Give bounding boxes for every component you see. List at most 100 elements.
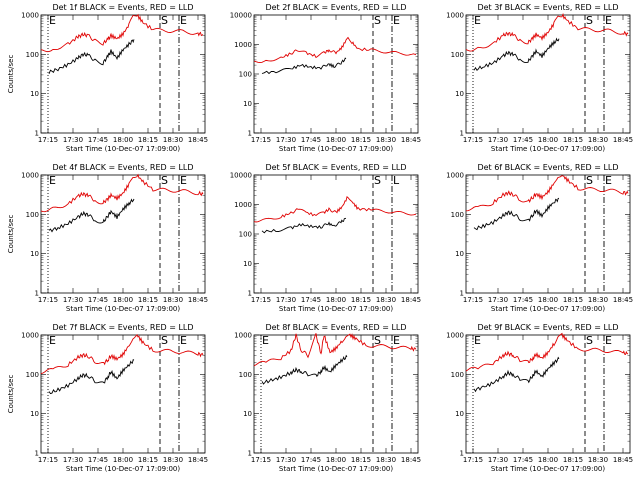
x-tick-label: 18:45 [401,296,421,304]
event-marker-label: E [180,174,187,187]
x-tick-label: 18:15 [351,296,371,304]
lld-series-line [465,332,629,372]
x-tick-label: 17:30 [276,296,296,304]
chart-panel-8: Det 8f BLACK = Events, RED = LLD 1 10 100 10… [234,323,421,473]
events-series-line [48,359,135,395]
event-marker-label: S [161,334,168,347]
event-marker-label: E [180,14,187,27]
x-tick-label: 17:45 [513,456,533,464]
x-tick-label: 18:30 [163,136,183,144]
chart-panel-7: Det 7f BLACK = Events, RED = LLD 1 10 100 10… [7,323,208,473]
x-tick-label: 17:30 [488,456,508,464]
y-tick-label: 1000 [446,12,464,20]
lld-series-line [253,196,417,223]
event-marker-label: S [161,14,168,27]
y-tick-label: 1000 [21,12,39,20]
event-marker-label: E [49,14,56,27]
x-tick-label: 17:15 [251,136,271,144]
y-tick-label: 100 [451,51,464,59]
x-tick-label: 18:15 [351,456,371,464]
y-tick-label: 1000 [234,201,252,209]
lld-series-line [40,13,204,53]
x-tick-label: 17:30 [488,136,508,144]
event-marker-label: S [374,334,381,347]
x-tick-label: 17:15 [463,456,483,464]
y-tick-label: 100 [451,371,464,379]
y-tick-label: 10 [243,410,252,418]
x-tick-label: 18:00 [326,296,346,304]
y-tick-label: 100 [239,231,252,239]
plot-frame [253,334,419,454]
lld-series-line [253,333,417,367]
x-tick-label: 17:45 [301,296,321,304]
plot-frame [40,14,206,134]
x-tick-label: 17:15 [463,296,483,304]
y-tick-label: 10 [30,90,39,98]
x-axis-label: Start Time (10-Dec-07 17:09:00) [66,305,180,313]
x-tick-label: 18:30 [376,136,396,144]
x-tick-label: 17:45 [301,456,321,464]
events-series-line [261,354,348,385]
x-tick-label: 18:15 [563,136,583,144]
lld-series-line [253,36,417,64]
x-tick-label: 18:30 [588,296,608,304]
event-marker-label: E [393,334,400,347]
chart-title: Det 8f BLACK = Events, RED = LLD [265,323,406,332]
x-tick-label: 18:45 [188,136,208,144]
x-tick-label: 18:15 [563,456,583,464]
x-tick-label: 18:15 [351,136,371,144]
x-tick-label: 18:15 [138,456,158,464]
event-marker-label: L [393,174,400,187]
event-marker-label: S [374,174,381,187]
x-tick-label: 17:30 [63,136,83,144]
y-tick-label: 1 [248,130,252,138]
event-marker-label: S [374,14,381,27]
event-marker-label: S [586,14,593,27]
events-series-line [48,39,135,74]
x-tick-label: 18:45 [613,456,633,464]
x-tick-label: 18:00 [113,136,133,144]
y-tick-label: 100 [239,71,252,79]
y-tick-label: 1000 [21,172,39,180]
y-tick-label: 1 [460,130,464,138]
x-tick-label: 18:00 [326,136,346,144]
y-tick-label: 1000 [21,332,39,340]
chart-title: Det 1f BLACK = Events, RED = LLD [52,3,193,12]
lld-series-line [465,12,629,52]
x-tick-label: 18:15 [138,136,158,144]
event-marker-label: E [49,334,56,347]
x-axis-label: Start Time (10-Dec-07 17:09:00) [491,145,605,153]
y-tick-label: 1 [460,290,464,298]
x-axis-label: Start Time (10-Dec-07 17:09:00) [66,145,180,153]
x-tick-label: 17:45 [301,136,321,144]
x-axis-label: Start Time (10-Dec-07 17:09:00) [66,465,180,473]
x-tick-label: 17:45 [513,296,533,304]
x-tick-label: 18:15 [138,296,158,304]
x-tick-label: 18:00 [326,456,346,464]
y-tick-label: 10000 [230,12,252,20]
chart-panel-9: Det 9f BLACK = Events, RED = LLD 1 10 100 10… [446,323,633,473]
y-tick-label: 1 [35,450,39,458]
chart-title: Det 6f BLACK = Events, RED = LLD [477,163,618,172]
x-tick-label: 17:15 [251,296,271,304]
x-tick-label: 17:30 [488,296,508,304]
x-tick-label: 18:45 [188,296,208,304]
x-tick-label: 17:15 [251,456,271,464]
chart-title: Det 4f BLACK = Events, RED = LLD [52,163,193,172]
lld-series-line [40,333,204,375]
y-tick-label: 10 [455,410,464,418]
x-tick-label: 18:30 [588,456,608,464]
events-series-line [473,197,560,231]
chart-panel-1: Det 1f BLACK = Events, RED = LLD 1 10 100 10… [7,3,208,153]
y-tick-label: 1000 [446,172,464,180]
y-tick-label: 1000 [234,332,252,340]
y-axis-label: Counts/sec [7,55,15,94]
y-tick-label: 1 [35,130,39,138]
events-series-line [473,356,560,393]
x-tick-label: 17:30 [276,456,296,464]
y-tick-label: 1 [248,290,252,298]
x-tick-label: 17:15 [38,136,58,144]
x-axis-label: Start Time (10-Dec-07 17:09:00) [279,465,393,473]
event-marker-label: E [474,14,481,27]
